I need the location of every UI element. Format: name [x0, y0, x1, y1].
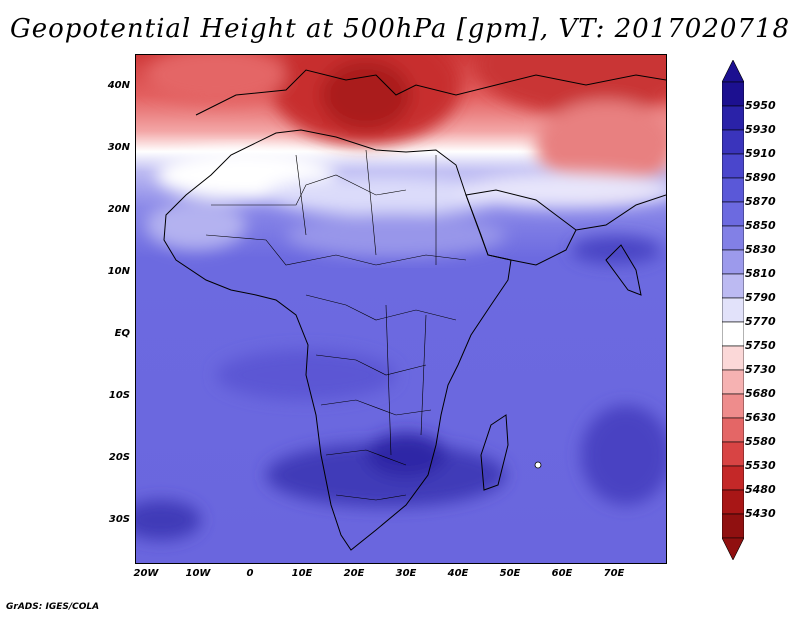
lat-label-40n: 40N — [107, 80, 130, 91]
colorbar-label: 5850 — [745, 219, 776, 232]
colorbar-swatch — [722, 81, 744, 107]
lat-label-20s: 20S — [108, 452, 130, 463]
lat-label-10s: 10S — [108, 390, 130, 401]
grads-credit: GrADS: IGES/COLA — [6, 602, 100, 612]
colorbar-swatch — [722, 105, 744, 131]
map-panel — [135, 54, 667, 564]
lon-label-10w: 10W — [185, 568, 211, 579]
high-pressure-areas — [136, 236, 666, 540]
colorbar-label: 5530 — [745, 459, 776, 472]
lon-label-0: 0 — [246, 568, 254, 579]
colorbar-swatch — [722, 465, 744, 491]
colorbar-swatch — [722, 345, 744, 371]
colorbar-label: 5630 — [745, 411, 776, 424]
colorbar-swatch — [722, 177, 744, 203]
colorbar — [722, 60, 744, 560]
colorbar-swatch — [722, 393, 744, 419]
lon-label-20w: 20W — [133, 568, 159, 579]
colorbar-label: 5750 — [745, 339, 776, 352]
colorbar-label: 5830 — [745, 243, 776, 256]
lon-label-40e: 40E — [447, 568, 469, 579]
colorbar-swatch — [722, 153, 744, 179]
reunion-island — [534, 461, 542, 469]
colorbar-label: 5790 — [745, 291, 776, 304]
transition-band — [146, 150, 666, 257]
country-borders — [205, 149, 467, 501]
colorbar-swatch — [722, 369, 744, 395]
lat-label-20n: 20N — [107, 204, 130, 215]
colorbar-swatch — [722, 441, 744, 467]
lat-label-30s: 30S — [108, 514, 130, 525]
colorbar-label: 5910 — [745, 147, 776, 160]
colorbar-label: 5730 — [745, 363, 776, 376]
height-field — [136, 55, 666, 563]
lat-label-10n: 10N — [107, 266, 130, 277]
coastlines — [163, 69, 666, 551]
lat-label-30n: 30N — [107, 142, 130, 153]
colorbar-label: 5930 — [745, 123, 776, 136]
colorbar-label: 5680 — [745, 387, 776, 400]
colorbar-label: 5770 — [745, 315, 776, 328]
low-pressure-areas — [146, 55, 666, 190]
map-title: Geopotential Height at 500hPa [gpm], VT:… — [9, 14, 791, 44]
colorbar-label: 5580 — [745, 435, 776, 448]
colorbar-label: 5810 — [745, 267, 776, 280]
colorbar-swatch — [722, 273, 744, 299]
colorbar-swatch — [722, 249, 744, 275]
lon-label-60e: 60E — [551, 568, 573, 579]
colorbar-min-triangle — [722, 537, 744, 560]
colorbar-swatch — [722, 321, 744, 347]
lat-label-eq: EQ — [114, 328, 130, 339]
colorbar-swatch — [722, 417, 744, 443]
lon-label-30e: 30E — [395, 568, 417, 579]
colorbar-label: 5890 — [745, 171, 776, 184]
colorbar-max-triangle — [722, 60, 744, 83]
colorbar-swatch — [722, 129, 744, 155]
lon-label-70e: 70E — [603, 568, 625, 579]
colorbar-swatch — [722, 489, 744, 515]
lon-label-50e: 50E — [499, 568, 521, 579]
lon-label-20e: 20E — [343, 568, 365, 579]
colorbar-swatch — [722, 513, 744, 539]
colorbar-swatch — [722, 297, 744, 323]
colorbar-label: 5480 — [745, 483, 776, 496]
colorbar-swatch — [722, 225, 744, 251]
colorbar-swatch — [722, 201, 744, 227]
colorbar-label: 5950 — [745, 99, 776, 112]
lon-label-10e: 10E — [291, 568, 313, 579]
colorbar-label: 5430 — [745, 507, 776, 520]
colorbar-label: 5870 — [745, 195, 776, 208]
